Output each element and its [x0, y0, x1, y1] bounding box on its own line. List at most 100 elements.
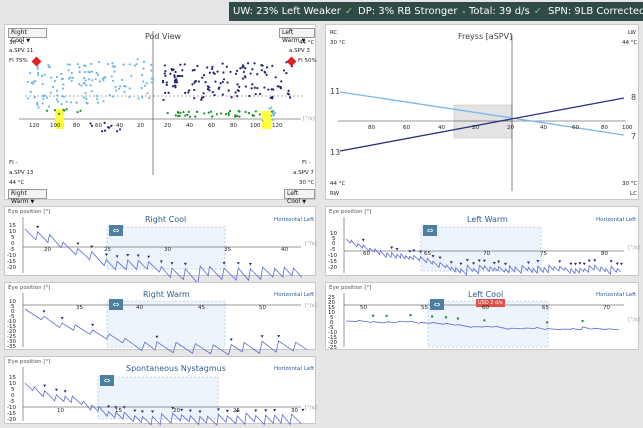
temp-tr: 44 °C	[622, 40, 638, 46]
uw-text: UW: 23% Left Weaker	[233, 6, 341, 17]
pod-point	[43, 94, 46, 97]
pod-point	[51, 85, 55, 89]
pod-point	[265, 73, 268, 76]
rc-label: RC	[330, 30, 338, 36]
pod-point	[66, 63, 70, 66]
beat-marker	[459, 262, 463, 266]
right-warm-dropdown[interactable]: Right Warm ▼	[8, 189, 47, 205]
pod-point	[211, 65, 214, 69]
beat-marker	[492, 261, 496, 265]
pod-point	[239, 67, 242, 70]
pod-point	[90, 62, 93, 65]
horizontal-left-label[interactable]: Horizontal Left	[596, 217, 637, 223]
horizontal-left-label[interactable]: Horizontal Left	[596, 292, 637, 298]
pod-point	[227, 89, 230, 92]
pod-point	[202, 95, 205, 99]
y-tick: 0	[332, 241, 336, 247]
link-icon[interactable]: ⇔	[109, 299, 123, 310]
pod-point	[84, 79, 87, 82]
pod-point	[103, 121, 106, 124]
beat-marker	[76, 242, 80, 246]
tl-temp: 30 °C	[9, 40, 25, 46]
beat-marker	[170, 262, 174, 265]
pod-point	[227, 111, 230, 115]
x-tick: 80	[601, 251, 608, 257]
link-icon[interactable]: ⇔	[109, 225, 123, 236]
pod-point	[128, 87, 131, 90]
link-icon[interactable]: ⇔	[100, 375, 114, 386]
pod-point	[229, 70, 232, 73]
pod-point	[181, 69, 184, 72]
pod-point	[94, 77, 97, 81]
beat-marker	[574, 262, 578, 266]
horizontal-left-label[interactable]: Horizontal Left	[274, 366, 315, 372]
pod-point	[244, 85, 247, 88]
pod-point	[67, 69, 70, 72]
left-cool-dropdown[interactable]: Left Cool ▼	[284, 189, 315, 205]
pod-point	[47, 64, 50, 67]
eye-position-trace	[24, 308, 307, 356]
beat-marker	[582, 262, 586, 266]
x-tick: 30	[164, 247, 171, 253]
pod-point	[102, 100, 105, 103]
left-warm-panel: Eye position [°] Left Warm Horizontal Le…	[325, 206, 640, 276]
beat-marker	[60, 317, 64, 320]
pod-point	[249, 72, 252, 75]
pod-point	[179, 63, 182, 66]
beat-marker	[216, 408, 220, 411]
pod-point	[197, 80, 200, 83]
y-tick: -35	[7, 344, 16, 350]
beat-marker	[91, 323, 95, 327]
pod-point	[45, 96, 49, 99]
temp-br: 30 °C	[622, 181, 638, 187]
pod-point	[272, 114, 275, 117]
beat-marker	[140, 410, 144, 413]
chevron-down-icon: ▼	[302, 199, 307, 205]
pod-point	[181, 75, 184, 78]
pod-point	[236, 94, 239, 98]
x-tick: 55	[421, 305, 428, 311]
link-icon[interactable]: ⇔	[430, 299, 444, 310]
pod-point	[142, 80, 145, 83]
eye-position-label: Eye position [°]	[8, 209, 51, 215]
pod-point	[65, 108, 68, 111]
pod-point	[236, 89, 239, 92]
y-tick: 0	[11, 309, 15, 315]
right-cool-dropdown[interactable]: Right Cool ▼	[8, 28, 47, 44]
beat-marker	[408, 250, 412, 253]
link-icon[interactable]: ⇔	[423, 225, 437, 236]
pod-point	[236, 83, 239, 86]
lc-label: LC	[630, 191, 637, 197]
pod-point	[258, 113, 261, 116]
pod-point	[80, 84, 83, 87]
pod-point	[113, 70, 116, 73]
pod-point	[29, 90, 32, 93]
pod-point	[43, 73, 46, 76]
beat-marker	[456, 317, 460, 320]
pod-point	[114, 85, 117, 89]
beat-marker	[229, 338, 233, 342]
pod-point	[264, 71, 267, 74]
right-cool-chart	[22, 217, 302, 285]
x-tick: 15	[115, 408, 122, 414]
pod-point	[89, 84, 92, 87]
pod-point	[140, 86, 143, 90]
pod-point	[170, 67, 173, 71]
y-tick: -5	[9, 314, 15, 320]
left-warm-dropdown[interactable]: Left Warm ▼	[279, 28, 315, 44]
horizontal-left-label[interactable]: Horizontal Left	[274, 217, 315, 223]
horizontal-left-label[interactable]: Horizontal Left	[274, 292, 315, 298]
pod-point	[227, 113, 230, 116]
beat-marker	[395, 248, 399, 251]
pod-point	[194, 80, 197, 83]
tr-temp: 44 °C	[299, 40, 315, 46]
x-tick: 40	[186, 123, 193, 129]
pod-point	[165, 81, 168, 84]
eye-position-trace	[345, 238, 622, 276]
x-tick: 60	[572, 125, 579, 131]
beat-marker	[198, 410, 202, 413]
y-tick: 10	[330, 231, 337, 237]
pod-point	[63, 109, 66, 112]
pod-point	[141, 73, 144, 77]
pod-point	[115, 89, 118, 92]
